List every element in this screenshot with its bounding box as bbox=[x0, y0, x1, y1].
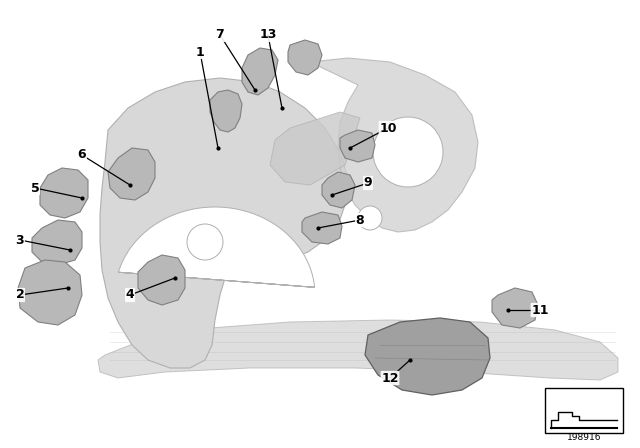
Text: 3: 3 bbox=[16, 233, 24, 246]
Polygon shape bbox=[40, 168, 88, 218]
Text: 6: 6 bbox=[77, 148, 86, 161]
Polygon shape bbox=[288, 40, 322, 75]
Text: 10: 10 bbox=[380, 121, 397, 134]
Polygon shape bbox=[18, 260, 82, 325]
Polygon shape bbox=[340, 130, 375, 162]
Polygon shape bbox=[118, 207, 315, 287]
Polygon shape bbox=[302, 212, 342, 244]
Polygon shape bbox=[108, 148, 155, 200]
Polygon shape bbox=[210, 90, 242, 132]
Text: 12: 12 bbox=[381, 371, 399, 384]
Polygon shape bbox=[138, 255, 185, 305]
Polygon shape bbox=[492, 288, 538, 328]
Circle shape bbox=[373, 117, 443, 187]
Circle shape bbox=[187, 224, 223, 260]
Polygon shape bbox=[310, 58, 478, 232]
Text: 13: 13 bbox=[259, 29, 276, 42]
Circle shape bbox=[358, 206, 382, 230]
Polygon shape bbox=[270, 112, 360, 185]
Text: 4: 4 bbox=[125, 289, 134, 302]
Polygon shape bbox=[322, 172, 355, 208]
Text: 9: 9 bbox=[364, 177, 372, 190]
Text: 5: 5 bbox=[31, 181, 40, 194]
Polygon shape bbox=[32, 220, 82, 265]
Bar bbox=[545, 388, 623, 433]
Polygon shape bbox=[98, 320, 618, 380]
Text: 2: 2 bbox=[15, 289, 24, 302]
Text: 8: 8 bbox=[356, 214, 364, 227]
Polygon shape bbox=[242, 48, 278, 95]
Text: 7: 7 bbox=[216, 29, 225, 42]
Text: 198916: 198916 bbox=[567, 434, 601, 443]
Polygon shape bbox=[365, 318, 490, 395]
Polygon shape bbox=[100, 78, 348, 368]
Text: 1: 1 bbox=[196, 46, 204, 59]
Text: 11: 11 bbox=[531, 303, 548, 316]
